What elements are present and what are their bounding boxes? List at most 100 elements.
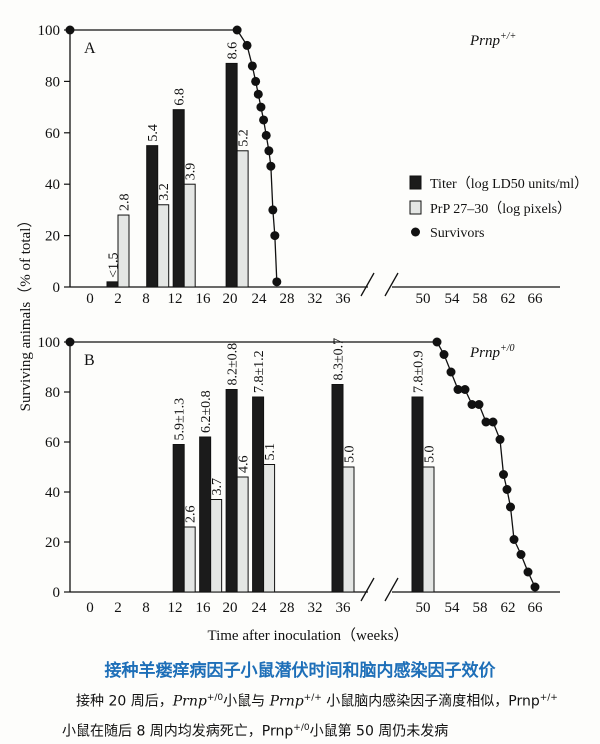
- survivor-point: [509, 535, 519, 544]
- genotype-sup: +/0: [293, 722, 310, 733]
- legend-label: Titer（log LD50 units/ml）: [430, 176, 588, 192]
- x-tick-label: 0: [86, 291, 94, 307]
- prp-value-label: 4.6: [237, 456, 252, 474]
- survivor-point: [251, 76, 261, 86]
- genotype-sup: +/+: [539, 693, 558, 703]
- survivor-point: [247, 61, 257, 71]
- legend-label: PrP 27–30（log pixels）: [430, 201, 571, 217]
- x-tick-label: 28: [280, 600, 295, 616]
- caption-text: 小鼠在随后 8 周内均发病死亡，Prnp: [62, 723, 294, 740]
- x-tick-label: 16: [196, 600, 212, 616]
- survivor-point: [261, 130, 271, 140]
- y-tick-label: 100: [38, 23, 61, 39]
- x-tick-label: 54: [445, 600, 461, 616]
- survivor-point: [65, 337, 75, 347]
- gene-name: Prnp: [172, 693, 207, 710]
- titer-value-label: <1.5: [107, 252, 122, 277]
- survivor-point: [453, 385, 463, 394]
- x-axis-label: Time after inoculation（weeks）: [207, 627, 408, 644]
- survivor-point: [481, 417, 491, 427]
- prp-bar: [117, 214, 130, 288]
- y-tick-label: 20: [45, 535, 60, 551]
- prp-value-label: 3.2: [157, 183, 172, 201]
- titer-bar: [199, 436, 212, 593]
- titer-bar: [225, 389, 238, 593]
- y-tick-label: 20: [45, 229, 60, 245]
- titer-bar: [225, 62, 238, 288]
- y-tick-label: 0: [53, 280, 61, 296]
- prp-bar: [183, 526, 196, 593]
- caption-line-2: 小鼠在随后 8 周内均发病死亡，Prnp+/0小鼠第 50 周仍未发病: [0, 715, 590, 744]
- survivor-point: [259, 115, 269, 125]
- y-axis-label: Surviving animals（% of total）: [17, 213, 34, 412]
- prp-value-label: 2.6: [184, 506, 199, 524]
- y-tick-label: 100: [38, 335, 61, 351]
- titer-value-label: 8.3±0.7: [332, 338, 347, 381]
- x-tick-label: 20: [223, 600, 238, 616]
- prp-bar: [236, 476, 249, 593]
- y-tick-label: 40: [45, 177, 60, 193]
- prp-bar: [183, 183, 196, 288]
- survivor-point: [530, 582, 540, 592]
- genotype-sup: +/0: [206, 693, 224, 703]
- prp-bar: [422, 466, 435, 593]
- prp-value-label: 2.8: [118, 194, 133, 212]
- x-tick-label: 32: [308, 600, 323, 616]
- x-tick-label: 0: [86, 600, 94, 616]
- survivor-point: [506, 502, 515, 512]
- legend-swatch-titer: [409, 175, 422, 190]
- x-tick-label: 54: [445, 291, 461, 307]
- survivor-point: [266, 161, 276, 171]
- titer-bar: [172, 444, 185, 593]
- x-tick-label: 50: [416, 600, 431, 616]
- panel-label: B: [84, 352, 95, 369]
- survivor-point: [268, 205, 278, 215]
- titer-bar: [411, 396, 424, 593]
- survivor-point: [232, 25, 242, 35]
- survivor-point: [270, 231, 280, 241]
- survivor-point: [432, 337, 442, 347]
- titer-value-label: 8.6: [226, 42, 241, 60]
- y-tick-label: 40: [45, 485, 60, 501]
- legend-swatch-survivors: [411, 227, 420, 237]
- survivor-point: [460, 385, 470, 394]
- x-tick-label: 36: [336, 600, 352, 616]
- x-tick-label: 12: [168, 600, 183, 616]
- x-tick-label: 24: [252, 600, 268, 616]
- y-tick-label: 60: [45, 126, 60, 142]
- titer-bar: [172, 109, 185, 288]
- titer-bar: [252, 396, 265, 593]
- survivor-point: [499, 470, 508, 479]
- x-tick-label: 16: [196, 291, 212, 307]
- x-tick-label: 12: [168, 291, 183, 307]
- legend-label: Survivors: [430, 226, 484, 241]
- survivor-point: [253, 89, 263, 99]
- survivor-point: [264, 146, 274, 156]
- survivor-point: [65, 25, 75, 35]
- x-tick-label: 8: [142, 600, 150, 616]
- titer-value-label: 6.8: [173, 88, 188, 106]
- x-tick-label: 62: [501, 600, 516, 616]
- caption-body: 接种 20 周后，Prnp+/0小鼠与 Prnp+/+ 小鼠脑内感染因子滴度相似…: [60, 685, 590, 744]
- prp-bar: [157, 204, 170, 288]
- survivor-point: [495, 435, 505, 444]
- prp-value-label: 5.0: [343, 446, 358, 464]
- titer-value-label: 8.2±0.8: [226, 343, 241, 386]
- caption-text: 接种 20 周后，: [76, 693, 173, 710]
- survivor-point: [272, 277, 282, 287]
- titer-bar: [331, 384, 344, 593]
- x-tick-label: 36: [336, 291, 352, 307]
- axis-break-mark: [384, 272, 399, 297]
- x-tick-label: 62: [501, 291, 516, 307]
- legend: Titer（log LD50 units/ml） PrP 27–30（log pi…: [409, 175, 588, 241]
- prp-value-label: 5.1: [263, 443, 278, 461]
- axis-break-mark: [360, 577, 375, 602]
- survivor-point: [256, 102, 266, 112]
- survivor-point: [523, 567, 533, 577]
- survivor-point: [467, 400, 477, 409]
- x-tick-label: 24: [252, 291, 268, 307]
- prp-value-label: 5.0: [423, 446, 438, 464]
- x-tick-label: 58: [473, 291, 488, 307]
